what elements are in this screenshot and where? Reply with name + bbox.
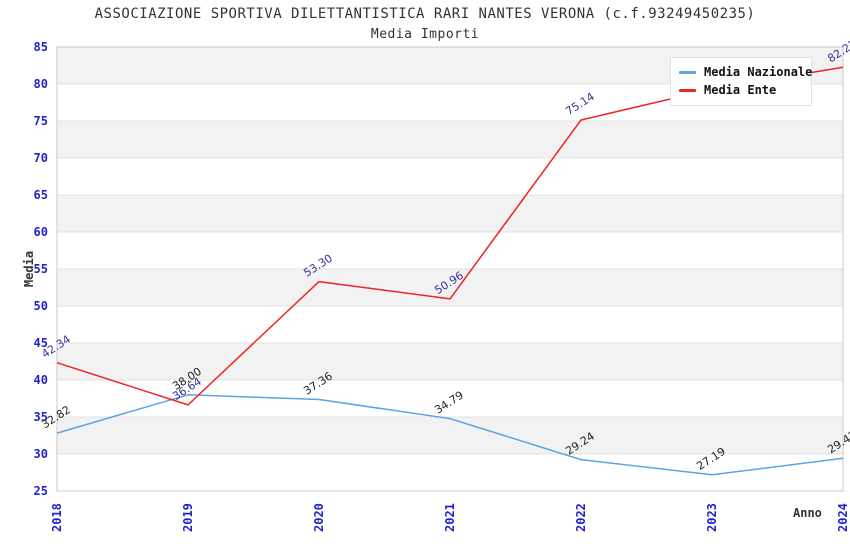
point-label-media-ente: 82.27 [825, 37, 850, 65]
legend-swatch-media-nazionale-icon [679, 70, 696, 74]
x-tick-label: 2018 [50, 503, 64, 532]
chart-subtitle: Media Importi [370, 27, 480, 42]
x-tick-label: 2022 [574, 503, 588, 532]
plot-band [57, 195, 843, 232]
y-tick-label: 40 [34, 373, 48, 387]
chart-title: ASSOCIAZIONE SPORTIVA DILETTANTISTICA RA… [94, 6, 756, 22]
plot-border [56, 46, 844, 492]
plot-band [57, 417, 843, 454]
legend-label-media-nazionale: Media Nazionale [704, 65, 813, 79]
plot-band [57, 343, 843, 380]
y-tick-label: 60 [34, 225, 48, 239]
y-axis-title: Media [22, 250, 36, 288]
plot-band [57, 269, 843, 306]
y-tick-label: 45 [34, 336, 48, 350]
y-tick-label: 85 [34, 40, 48, 54]
y-tick-label: 75 [34, 114, 48, 128]
y-tick-label: 50 [34, 299, 48, 313]
legend-item-media-nazionale: Media Nazionale [679, 63, 812, 81]
legend-label-media-ente: Media Ente [704, 83, 777, 97]
x-tick-label: 2021 [443, 503, 457, 532]
y-tick-label: 35 [34, 410, 48, 424]
y-tick-label: 55 [34, 262, 48, 276]
x-tick-label: 2019 [181, 503, 195, 532]
point-label-media-nazionale: 34.79 [432, 389, 465, 417]
x-axis-title: Anno [793, 506, 822, 520]
point-label-media-ente: 75.14 [563, 90, 596, 118]
series-line-media-nazionale [56, 394, 844, 476]
y-tick-label: 30 [34, 447, 48, 461]
y-tick-label: 80 [34, 77, 48, 91]
y-tick-label: 65 [34, 188, 48, 202]
y-tick-label: 25 [34, 484, 48, 498]
x-tick-label: 2020 [312, 503, 326, 532]
legend: Media Nazionale Media Ente [670, 57, 812, 106]
legend-item-media-ente: Media Ente [679, 81, 803, 99]
legend-swatch-media-ente-icon [679, 88, 696, 92]
x-tick-label: 2024 [836, 503, 850, 532]
y-tick-label: 70 [34, 151, 48, 165]
plot-band [57, 121, 843, 158]
x-tick-label: 2023 [705, 503, 719, 532]
